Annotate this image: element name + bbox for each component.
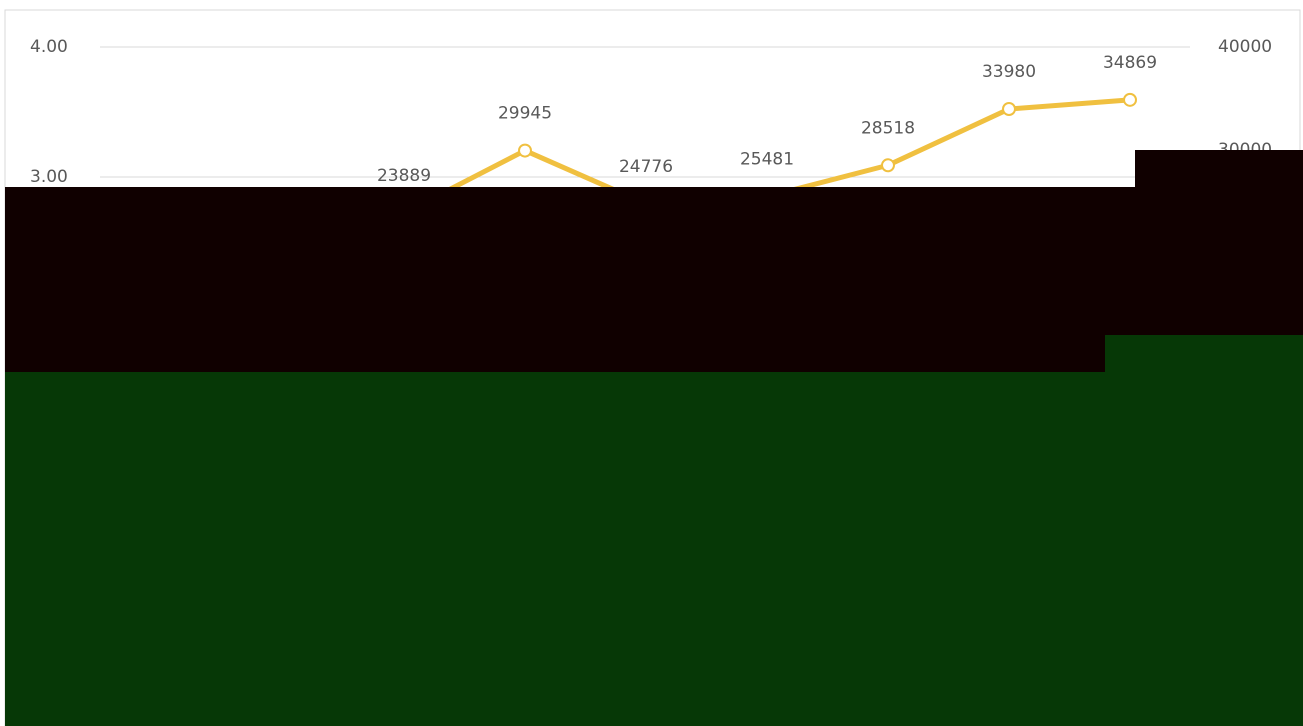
green-block [5,372,1303,726]
corrupted-region [5,150,1303,726]
y2-tick-label: 40000 [1218,37,1272,57]
y-tick-label: 4.00 [30,37,68,57]
data-point [1002,102,1016,117]
y-tick-label: 3.00 [30,167,68,187]
data-label: 33980 [982,62,1036,82]
dark-block [1135,150,1303,335]
data-point [1123,92,1137,107]
data-point [881,158,895,173]
data-label: 25481 [740,150,794,170]
data-label: 28518 [861,118,915,138]
data-label: 29945 [498,104,552,124]
data-label: 23889 [377,166,431,186]
data-label: 24776 [619,157,673,177]
data-label: 34869 [1103,53,1157,73]
green-block [1105,335,1303,372]
dark-block [5,187,1135,372]
data-point [518,143,532,158]
